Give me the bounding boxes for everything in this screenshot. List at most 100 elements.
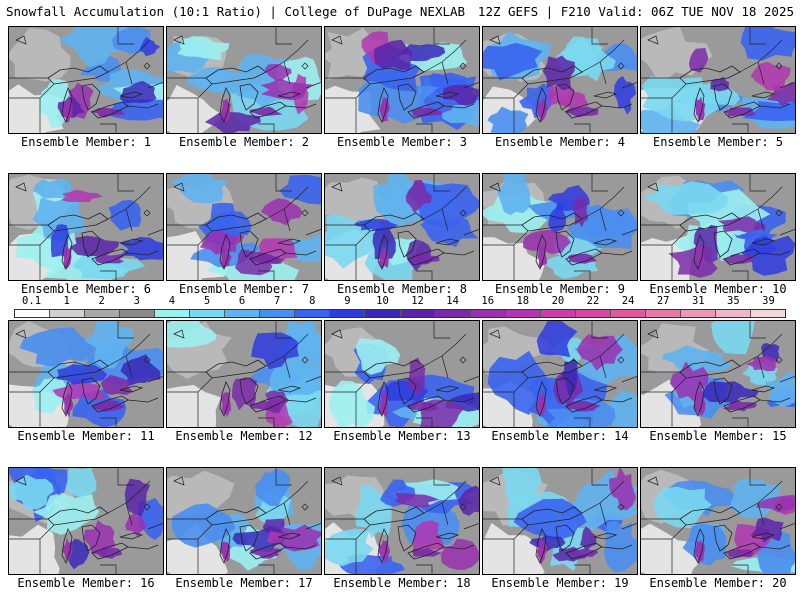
ensemble-member-label: Ensemble Member: 11 xyxy=(7,428,165,444)
ensemble-member-map xyxy=(482,467,638,575)
state-borders xyxy=(324,173,480,281)
state-borders xyxy=(166,467,322,575)
ensemble-member-label-text: Ensemble Member: 17 xyxy=(175,576,313,590)
ensemble-member-map xyxy=(482,173,638,281)
colorbar-swatch xyxy=(750,310,786,317)
snowfall-map xyxy=(166,320,322,428)
ensemble-member-label: Ensemble Member: 4 xyxy=(481,134,639,150)
state-borders xyxy=(8,467,164,575)
ensemble-member-map xyxy=(8,320,164,428)
ensemble-member-label: Ensemble Member: 19 xyxy=(481,575,639,591)
colorbar-swatch xyxy=(470,310,506,317)
colorbar-swatch xyxy=(435,310,471,317)
colorbar-tick-label: 2 xyxy=(98,295,105,307)
ensemble-member-label: Ensemble Member: 7 xyxy=(165,281,323,297)
state-borders xyxy=(482,26,638,134)
snowfall-map xyxy=(8,467,164,575)
colorbar-tick-label: 6 xyxy=(238,295,246,307)
ensemble-member-map xyxy=(482,320,638,428)
ensemble-member-label-text: Ensemble Member: 12 xyxy=(175,429,313,443)
ensemble-member-label: Ensemble Member: 8 xyxy=(323,281,481,297)
state-borders xyxy=(640,320,796,428)
colorbar-tick-label: 7 xyxy=(274,295,281,307)
colorbar-swatch xyxy=(225,310,261,317)
colorbar-swatch xyxy=(295,310,331,317)
colorbar-swatch xyxy=(50,310,86,317)
colorbar-swatch xyxy=(680,310,716,317)
ensemble-member-label-text: Ensemble Member: 3 xyxy=(336,135,468,149)
ensemble-member-label: Ensemble Member: 10 xyxy=(639,281,797,297)
ensemble-member-label: Ensemble Member: 18 xyxy=(323,575,481,591)
colorbar-swatch xyxy=(85,310,121,317)
snowfall-map xyxy=(166,173,322,281)
ensemble-member-label-text: Ensemble Member: 10 xyxy=(649,282,787,296)
colorbar-tick-label: 0.1 xyxy=(22,295,42,307)
colorbar-tick-label: 9 xyxy=(344,295,351,307)
ensemble-member-label-text: Ensemble Member: 20 xyxy=(649,576,787,590)
ensemble-member-label: Ensemble Member: 12 xyxy=(165,428,323,444)
colorbar-tick-label: 20 xyxy=(551,295,565,307)
colorbar-tick-label: 24 xyxy=(621,295,635,307)
ensemble-member-map xyxy=(8,26,164,134)
ensemble-member-label-text: Ensemble Member: 14 xyxy=(491,429,629,443)
colorbar-swatch xyxy=(715,310,751,317)
ensemble-member-label-text: Ensemble Member: 11 xyxy=(17,429,155,443)
colorbar-swatch xyxy=(540,310,576,317)
snowfall-map xyxy=(324,173,480,281)
state-borders xyxy=(8,26,164,134)
colorbar-tick-label: 27 xyxy=(656,295,670,307)
snowfall-map xyxy=(8,173,164,281)
ensemble-member-map xyxy=(166,320,322,428)
state-borders xyxy=(324,320,480,428)
snowfall-map xyxy=(482,26,638,134)
state-borders xyxy=(8,320,164,428)
colorbar-tick-label: 18 xyxy=(516,295,530,307)
ensemble-member-map xyxy=(640,173,796,281)
state-borders xyxy=(166,320,322,428)
ensemble-member-label-text: Ensemble Member: 18 xyxy=(333,576,471,590)
state-borders xyxy=(640,173,796,281)
snowfall-map xyxy=(640,26,796,134)
snowfall-map xyxy=(482,467,638,575)
snowfall-map xyxy=(166,467,322,575)
colorbar-swatch xyxy=(645,310,681,317)
state-borders xyxy=(640,26,796,134)
ensemble-member-label-text: Ensemble Member: 1 xyxy=(20,135,152,149)
ensemble-member-map xyxy=(8,173,164,281)
ensemble-member-label-text: Ensemble Member: 4 xyxy=(494,135,626,149)
snowfall-map xyxy=(640,173,796,281)
ensemble-member-label: Ensemble Member: 17 xyxy=(165,575,323,591)
ensemble-member-label-text: Ensemble Member: 7 xyxy=(178,282,310,296)
ensemble-member-label-text: Ensemble Member: 16 xyxy=(17,576,155,590)
ensemble-member-label-text: Ensemble Member: 6 xyxy=(20,282,152,296)
map-title: Snowfall Accumulation (10:1 Ratio) | Col… xyxy=(6,4,466,19)
snowfall-map xyxy=(640,467,796,575)
ensemble-member-label-text: Ensemble Member: 2 xyxy=(178,135,310,149)
colorbar-tick-label: 31 xyxy=(691,295,705,307)
colorbar-labels: 0.1 1 2 3 4 5 6 7 8 9 10 12 14 16 18 20 22 24 27 31 35 39 xyxy=(14,296,786,308)
ensemble-member-label-text: Ensemble Member: 9 xyxy=(494,282,626,296)
colorbar xyxy=(14,309,786,318)
ensemble-member-label-text: Ensemble Member: 8 xyxy=(336,282,468,296)
ensemble-member-label: Ensemble Member: 6 xyxy=(7,281,165,297)
state-borders xyxy=(166,26,322,134)
ensemble-member-map xyxy=(640,26,796,134)
colorbar-tick-label: 8 xyxy=(309,295,316,307)
colorbar-swatch xyxy=(575,310,611,317)
colorbar-swatch xyxy=(400,310,436,317)
state-borders xyxy=(482,173,638,281)
state-borders xyxy=(640,467,796,575)
ensemble-member-label: Ensemble Member: 2 xyxy=(165,134,323,150)
ensemble-member-map xyxy=(324,320,480,428)
state-borders xyxy=(8,173,164,281)
ensemble-member-map xyxy=(324,173,480,281)
ensemble-member-map xyxy=(482,26,638,134)
colorbar-swatch xyxy=(610,310,646,317)
ensemble-member-label: Ensemble Member: 20 xyxy=(639,575,797,591)
ensemble-member-label-text: Ensemble Member: 5 xyxy=(652,135,784,149)
state-borders xyxy=(324,467,480,575)
colorbar-tick-label: 39 xyxy=(762,295,775,307)
colorbar-swatch xyxy=(260,310,296,317)
ensemble-member-map xyxy=(324,467,480,575)
ensemble-member-label: Ensemble Member: 5 xyxy=(639,134,797,150)
